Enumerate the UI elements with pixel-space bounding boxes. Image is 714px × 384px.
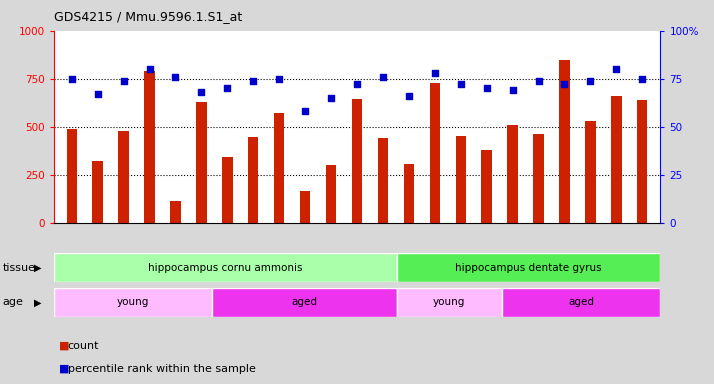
- Bar: [274, 113, 284, 223]
- Text: tissue: tissue: [3, 263, 36, 273]
- Point: [248, 78, 259, 84]
- Text: ■: ■: [59, 364, 69, 374]
- Point: [403, 93, 415, 99]
- Point: [481, 85, 493, 91]
- Bar: [326, 165, 336, 223]
- Point: [326, 95, 337, 101]
- Point: [377, 74, 388, 80]
- Point: [66, 76, 77, 82]
- Bar: [637, 100, 648, 223]
- Point: [637, 76, 648, 82]
- Point: [170, 74, 181, 80]
- Bar: [144, 71, 155, 223]
- Bar: [92, 161, 103, 223]
- Bar: [611, 96, 622, 223]
- Point: [559, 81, 570, 88]
- Point: [351, 81, 363, 88]
- Bar: [430, 83, 440, 223]
- Point: [144, 66, 155, 72]
- Bar: [119, 131, 129, 223]
- Text: hippocampus dentate gyrus: hippocampus dentate gyrus: [456, 263, 602, 273]
- Bar: [403, 164, 414, 223]
- Text: young: young: [116, 297, 149, 308]
- Bar: [456, 136, 466, 223]
- Bar: [396, 253, 660, 282]
- Text: aged: aged: [291, 297, 317, 308]
- Bar: [352, 99, 362, 223]
- Text: ▶: ▶: [34, 263, 41, 273]
- Point: [585, 78, 596, 84]
- Point: [507, 87, 518, 93]
- Point: [455, 81, 466, 88]
- Bar: [66, 129, 77, 223]
- Text: ▶: ▶: [34, 297, 41, 308]
- Point: [118, 78, 129, 84]
- Point: [533, 78, 544, 84]
- Text: count: count: [68, 341, 99, 351]
- Text: GDS4215 / Mmu.9596.1.S1_at: GDS4215 / Mmu.9596.1.S1_at: [54, 10, 242, 23]
- Bar: [196, 102, 206, 223]
- Bar: [54, 288, 212, 317]
- Point: [221, 85, 233, 91]
- Bar: [396, 288, 502, 317]
- Bar: [300, 191, 311, 223]
- Bar: [585, 121, 595, 223]
- Bar: [222, 157, 233, 223]
- Point: [610, 66, 622, 72]
- Point: [299, 108, 311, 114]
- Point: [196, 89, 207, 95]
- Bar: [170, 200, 181, 223]
- Bar: [54, 253, 396, 282]
- Bar: [559, 60, 570, 223]
- Point: [92, 91, 104, 97]
- Text: hippocampus cornu ammonis: hippocampus cornu ammonis: [148, 263, 302, 273]
- Bar: [248, 137, 258, 223]
- Bar: [508, 125, 518, 223]
- Text: aged: aged: [568, 297, 594, 308]
- Text: ■: ■: [59, 341, 69, 351]
- Bar: [502, 288, 660, 317]
- Point: [273, 76, 285, 82]
- Bar: [212, 288, 396, 317]
- Bar: [378, 138, 388, 223]
- Point: [429, 70, 441, 76]
- Text: percentile rank within the sample: percentile rank within the sample: [68, 364, 256, 374]
- Bar: [533, 134, 544, 223]
- Text: age: age: [3, 297, 24, 308]
- Bar: [481, 150, 492, 223]
- Text: young: young: [433, 297, 466, 308]
